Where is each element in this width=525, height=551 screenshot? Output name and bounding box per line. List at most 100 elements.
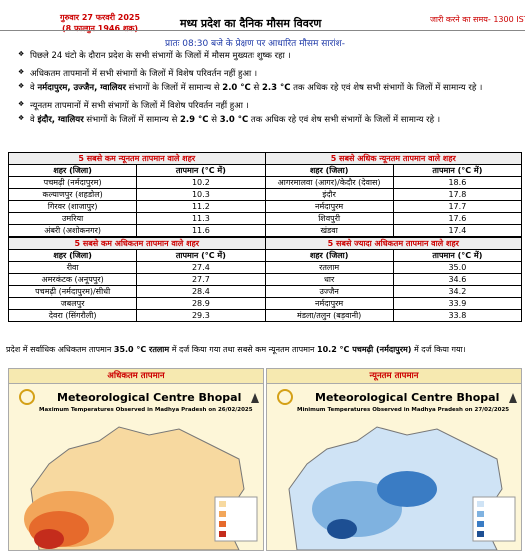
- bold-text: 2.0 °C: [222, 83, 251, 93]
- north-arrow: [509, 393, 517, 403]
- text: तक अधिक रहे एवं शेष सभी संभागों के जिलों…: [290, 83, 483, 93]
- temperature-table: 5 सबसे कम न्यूनतम तापमान वाले शहर 5 सबसे …: [7, 152, 523, 237]
- cell: अमरकंटक (अनूपपुर): [7, 273, 138, 286]
- temperature-table: 5 सबसे कम अधिकतम तापमान वाले शहर 5 सबसे ज…: [7, 237, 523, 322]
- bold-text: 3.0 °C: [219, 115, 249, 125]
- bullet: न्यूनतम तापमानों में सभी संभागों के जिलो…: [18, 100, 482, 111]
- cell: 17.8: [392, 188, 523, 201]
- cell: जबलपुर: [7, 297, 138, 310]
- row: उमरिया 11.3 शिवपुरी 17.6: [7, 212, 523, 225]
- cell: उज्जैन: [264, 285, 394, 298]
- row: रीवा 27.4 रतलाम 35.0: [7, 261, 523, 274]
- bold-text: नर्मदापुरम, उज्जैन, ग्वालियर: [37, 83, 126, 93]
- text: न्यूनतम तापमानों में सभी संभागों के जिलो…: [30, 101, 249, 111]
- title-row: 5 सबसे कम अधिकतम तापमान वाले शहर 5 सबसे ज…: [8, 237, 522, 250]
- text: से: [208, 115, 220, 125]
- column-header: शहर (जिला): [7, 249, 138, 262]
- map-caption: Minimum Temperatures Observed in Madhya …: [297, 407, 510, 413]
- legend-swatch: [219, 521, 226, 527]
- cell: कल्याणपुर (शहडोल): [7, 188, 138, 201]
- bold-text: इंदौर, ग्वालियर: [37, 115, 84, 125]
- cell: नर्मदापुरम: [264, 200, 394, 213]
- map-heading: न्यूनतम तापमान: [267, 369, 521, 384]
- north-arrow: [251, 393, 259, 403]
- column-header: तापमान (°C में): [392, 164, 523, 177]
- column-header: तापमान (°C में): [136, 249, 266, 262]
- saka-date: (8 फाल्गुन 1946 शक): [61, 24, 139, 33]
- text: वे: [30, 115, 38, 125]
- text: संभागों के जिलों में सामान्य से: [83, 115, 181, 125]
- text: में दर्ज किया गया।: [411, 345, 466, 354]
- cell: 34.6: [392, 273, 523, 286]
- legend-swatch: [477, 521, 484, 527]
- column-header: शहर (जिला): [7, 164, 138, 177]
- map-graphic: [277, 389, 517, 550]
- text: संभागों के जिलों में सामान्य से: [125, 83, 223, 93]
- column-header: तापमान (°C में): [136, 164, 266, 177]
- cell: 33.9: [392, 297, 523, 310]
- legend-swatch: [219, 531, 226, 537]
- bold-text: 2.3 °C: [261, 83, 291, 93]
- cell: 11.3: [136, 212, 266, 225]
- bold-text: 35.0 °C रतलाम: [113, 345, 170, 354]
- title-row: 5 सबसे कम न्यूनतम तापमान वाले शहर 5 सबसे …: [8, 152, 522, 165]
- logo: [19, 389, 35, 405]
- header-row: शहर (जिला) तापमान (°C में) शहर (जिला) तापमा…: [7, 249, 523, 262]
- legend-swatch: [219, 511, 226, 517]
- table-title: 5 सबसे कम अधिकतम तापमान वाले शहर: [8, 237, 266, 250]
- tables: 5 सबसे कम न्यूनतम तापमान वाले शहर 5 सबसे …: [7, 152, 523, 322]
- column-header: शहर (जिला): [264, 164, 394, 177]
- row: पचमढ़ी (नर्मदापुरम)/सीधी 28.4 उज्जैन 34.2: [7, 285, 523, 298]
- bullet: वे इंदौर, ग्वालियर संभागों के जिलों में …: [18, 114, 482, 125]
- cell: 17.7: [392, 200, 523, 213]
- text: तक अधिक रहे एवं शेष सभी संभागों के जिलों…: [248, 115, 441, 125]
- subtitle: प्रातः 08:30 बजे के प्रेक्षण पर आधारित म…: [165, 39, 346, 49]
- cell: आगरमालवा (आगर)/केदौर (देवास): [264, 176, 394, 189]
- cell: 18.6: [392, 176, 523, 189]
- cell: 34.2: [392, 285, 523, 298]
- row: कल्याणपुर (शहडोल) 10.3 इंदौर 17.8: [7, 188, 523, 201]
- cell: 11.2: [136, 200, 266, 213]
- cell: 29.3: [136, 309, 266, 322]
- cell: पचमढ़ी (नर्मदापुरम): [7, 176, 138, 189]
- cell: इंदौर: [264, 188, 394, 201]
- row: देवरा (सिंगरौली) 29.3 मंडला/तलुन (बड़वानी)…: [7, 309, 523, 322]
- bullet: अधिकतम तापमानों में सभी संभागों के जिलों…: [18, 68, 482, 79]
- legend-swatch: [477, 531, 484, 537]
- row: पचमढ़ी (नर्मदापुरम) 10.2 आगरमालवा (आगर)/के…: [7, 176, 523, 189]
- bullet: पिछले 24 घंटो के दौरान प्रदेश के सभी संभ…: [18, 50, 482, 61]
- cell: पचमढ़ी (नर्मदापुरम)/सीधी: [7, 285, 138, 298]
- cell: रीवा: [7, 261, 138, 274]
- logo: [277, 389, 293, 405]
- date-block: गुरुवार 27 फरवरी 2025 (8 फाल्गुन 1946 शक…: [60, 12, 140, 34]
- cell: 33.8: [392, 309, 523, 322]
- cell: अंबरी (अशोकनगर): [7, 224, 138, 237]
- bold-text: 10.2 °C पचमढ़ी (नर्मदापुरम): [317, 345, 412, 354]
- cell: 28.9: [136, 297, 266, 310]
- legend-swatch: [477, 501, 484, 507]
- cell: 35.0: [392, 261, 523, 274]
- cell: 28.4: [136, 285, 266, 298]
- row: जबलपुर 28.9 नर्मदापुरम 33.9: [7, 297, 523, 310]
- contour: [327, 519, 357, 539]
- contour: [34, 529, 64, 549]
- cell: 11.6: [136, 224, 266, 237]
- map-caption: Maximum Temperatures Observed in Madhya …: [39, 407, 253, 413]
- text: से: [250, 83, 262, 93]
- map-centre: Meteorological Centre Bhopal: [57, 391, 242, 404]
- cell: 17.6: [392, 212, 523, 225]
- cell: देवरा (सिंगरौली): [7, 309, 138, 322]
- title: मध्य प्रदेश का दैनिक मौसम विवरण: [180, 17, 322, 30]
- map-centre: Meteorological Centre Bhopal: [315, 391, 500, 404]
- column-header: शहर (जिला): [264, 249, 394, 262]
- map-panel: अधिकतम तापमान Meteorological Centre Bhopa…: [8, 368, 264, 551]
- text: वे: [30, 83, 38, 93]
- date: गुरुवार 27 फरवरी 2025: [60, 13, 141, 22]
- cell: मंडला/तलुन (बड़वानी): [264, 309, 394, 322]
- table-title: 5 सबसे ज्यादा अधिकतम तापमान वाले शहर: [264, 237, 522, 250]
- column-header: तापमान (°C में): [392, 249, 523, 262]
- text: पिछले 24 घंटो के दौरान प्रदेश के सभी संभ…: [30, 51, 291, 61]
- cell: शिवपुरी: [264, 212, 394, 225]
- row: गिरवर (शाजापुर) 11.2 नर्मदापुरम 17.7: [7, 200, 523, 213]
